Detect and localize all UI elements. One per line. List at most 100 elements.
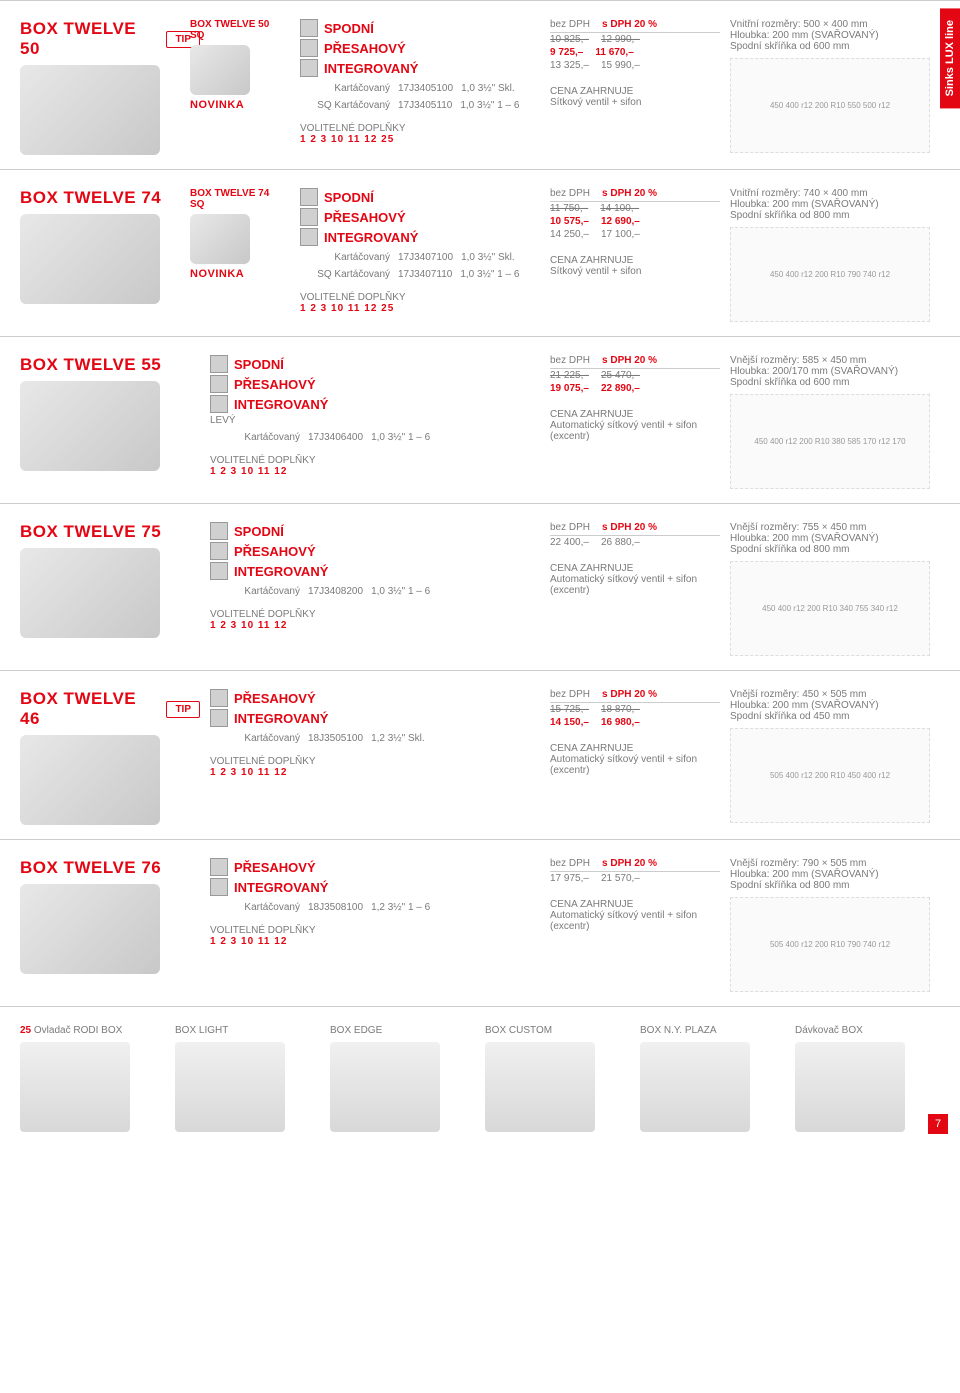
- variant-row: Kartáčovaný18J35081001,2 3½" 1 – 6: [210, 902, 540, 913]
- dimension-diagram: 450 400 r12 200 R10 340 755 340 r12: [730, 561, 930, 656]
- mount-label: INTEGROVANÝ: [234, 880, 328, 895]
- variant-row: SQ Kartáčovaný17J34051101,0 3½" 1 – 6: [300, 100, 540, 111]
- product-title: BOX TWELVE 74: [20, 188, 161, 208]
- price-row: 9 725,–11 670,–: [550, 46, 720, 59]
- mount-icon: [300, 188, 318, 206]
- product-block: BOX TWELVE 76PŘESAHOVÝINTEGROVANÝKartáčo…: [0, 839, 960, 1006]
- footer-accessories: 25 Ovladač RODI BOXBOX LIGHTBOX EDGEBOX …: [0, 1006, 960, 1140]
- price-row: 15 725,–18 870,–: [550, 703, 720, 716]
- price-header: bez DPHs DPH 20 %: [550, 188, 720, 202]
- dimension-text: Hloubka: 200 mm (SVAŘOVANÝ): [730, 199, 930, 210]
- dimension-text: Vnější rozměry: 755 × 450 mm: [730, 522, 930, 533]
- product-title: BOX TWELVE 75: [20, 522, 161, 542]
- price-row: 21 225,–25 470,–: [550, 369, 720, 382]
- accessories: VOLITELNÉ DOPLŇKY1 2 3 10 11 12 25: [300, 123, 540, 145]
- dimension-text: Hloubka: 200 mm (SVAŘOVANÝ): [730, 700, 930, 711]
- footer-image: [640, 1042, 750, 1132]
- accessories: VOLITELNÉ DOPLŇKY1 2 3 10 11 12: [210, 455, 540, 477]
- dimension-text: Spodní skříňka od 600 mm: [730, 377, 930, 388]
- mount-label: INTEGROVANÝ: [324, 230, 418, 245]
- page-number: 7: [928, 1114, 948, 1134]
- product-block: BOX TWELVE 74BOX TWELVE 74 SQNOVINKASPOD…: [0, 169, 960, 336]
- novinka-badge: NOVINKA: [190, 268, 244, 280]
- mount-label: INTEGROVANÝ: [234, 564, 328, 579]
- footer-item: BOX LIGHT: [175, 1025, 320, 1132]
- footer-item: BOX CUSTOM: [485, 1025, 630, 1132]
- dimension-diagram: 505 400 r12 200 R10 450 400 r12: [730, 728, 930, 823]
- mount-icon: [300, 208, 318, 226]
- product-image: [20, 548, 160, 638]
- dimension-text: Vnější rozměry: 585 × 450 mm: [730, 355, 930, 366]
- price-header: bez DPHs DPH 20 %: [550, 19, 720, 33]
- mount-label: PŘESAHOVÝ: [234, 544, 316, 559]
- mount-label: INTEGROVANÝ: [234, 711, 328, 726]
- product-image: [20, 735, 160, 825]
- mount-sub: LEVÝ: [210, 415, 540, 426]
- novinka-badge: NOVINKA: [190, 99, 244, 111]
- dimension-text: Spodní skříňka od 450 mm: [730, 711, 930, 722]
- footer-image: [175, 1042, 285, 1132]
- variant-row: Kartáčovaný18J35051001,2 3½" Skl.: [210, 733, 540, 744]
- includes: CENA ZAHRNUJEAutomatický sítkový ventil …: [550, 743, 720, 776]
- sq-image: [190, 45, 250, 95]
- dimension-text: Spodní skříňka od 600 mm: [730, 41, 930, 52]
- includes: CENA ZAHRNUJESítkový ventil + sifon: [550, 86, 720, 108]
- product-block: BOX TWELVE 55SPODNÍPŘESAHOVÝINTEGROVANÝL…: [0, 336, 960, 503]
- mount-label: INTEGROVANÝ: [234, 397, 328, 412]
- product-block: BOX TWELVE 46TIPPŘESAHOVÝINTEGROVANÝKart…: [0, 670, 960, 839]
- product-image: [20, 65, 160, 155]
- mount-icon: [210, 542, 228, 560]
- footer-image: [485, 1042, 595, 1132]
- mount-icon: [300, 39, 318, 57]
- price-row: 19 075,–22 890,–: [550, 382, 720, 395]
- footer-item: BOX EDGE: [330, 1025, 475, 1132]
- sq-image: [190, 214, 250, 264]
- product-title: BOX TWELVE 46: [20, 689, 156, 729]
- price-header: bez DPHs DPH 20 %: [550, 689, 720, 703]
- dimension-diagram: 450 400 r12 200 R10 380 585 170 r12 170: [730, 394, 930, 489]
- dimension-text: Vnější rozměry: 450 × 505 mm: [730, 689, 930, 700]
- product-block: BOX TWELVE 75SPODNÍPŘESAHOVÝINTEGROVANÝK…: [0, 503, 960, 670]
- price-row: 11 750,–14 100,–: [550, 202, 720, 215]
- mount-icon: [300, 228, 318, 246]
- mount-label: SPODNÍ: [324, 21, 374, 36]
- mount-label: PŘESAHOVÝ: [234, 860, 316, 875]
- variant-row: Kartáčovaný17J34064001,0 3½" 1 – 6: [210, 432, 540, 443]
- price-header: bez DPHs DPH 20 %: [550, 355, 720, 369]
- mount-icon: [210, 355, 228, 373]
- mount-label: PŘESAHOVÝ: [324, 41, 406, 56]
- dimension-text: Spodní skříňka od 800 mm: [730, 880, 930, 891]
- product-image: [20, 381, 160, 471]
- accessories: VOLITELNÉ DOPLŇKY1 2 3 10 11 12: [210, 756, 540, 778]
- mount-icon: [210, 858, 228, 876]
- dimension-diagram: 450 400 r12 200 R10 790 740 r12: [730, 227, 930, 322]
- mount-icon: [210, 709, 228, 727]
- price-row: 22 400,–26 880,–: [550, 536, 720, 549]
- footer-item: Dávkovač BOX: [795, 1025, 940, 1132]
- mount-icon: [300, 19, 318, 37]
- mount-label: SPODNÍ: [234, 357, 284, 372]
- mount-label: SPODNÍ: [234, 524, 284, 539]
- mount-label: PŘESAHOVÝ: [234, 691, 316, 706]
- price-row: 10 825,–12 990,–: [550, 33, 720, 46]
- sq-title: BOX TWELVE 74 SQ: [190, 188, 270, 210]
- mount-icon: [210, 878, 228, 896]
- accessories: VOLITELNÉ DOPLŇKY1 2 3 10 11 12 25: [300, 292, 540, 314]
- price-row: 14 150,–16 980,–: [550, 716, 720, 729]
- variant-row: Kartáčovaný17J34051001,0 3½" Skl.: [300, 83, 540, 94]
- includes: CENA ZAHRNUJESítkový ventil + sifon: [550, 255, 720, 277]
- mount-icon: [210, 562, 228, 580]
- price-header: bez DPHs DPH 20 %: [550, 522, 720, 536]
- includes: CENA ZAHRNUJEAutomatický sítkový ventil …: [550, 409, 720, 442]
- dimension-text: Vnitřní rozměry: 500 × 400 mm: [730, 19, 930, 30]
- footer-item: BOX N.Y. PLAZA: [640, 1025, 785, 1132]
- dimension-diagram: 450 400 r12 200 R10 550 500 r12: [730, 58, 930, 153]
- price-header: bez DPHs DPH 20 %: [550, 858, 720, 872]
- footer-image: [795, 1042, 905, 1132]
- includes: CENA ZAHRNUJEAutomatický sítkový ventil …: [550, 899, 720, 932]
- mount-label: PŘESAHOVÝ: [324, 210, 406, 225]
- footer-image: [20, 1042, 130, 1132]
- mount-icon: [210, 522, 228, 540]
- variant-row: SQ Kartáčovaný17J34071101,0 3½" 1 – 6: [300, 269, 540, 280]
- price-row: 17 975,–21 570,–: [550, 872, 720, 885]
